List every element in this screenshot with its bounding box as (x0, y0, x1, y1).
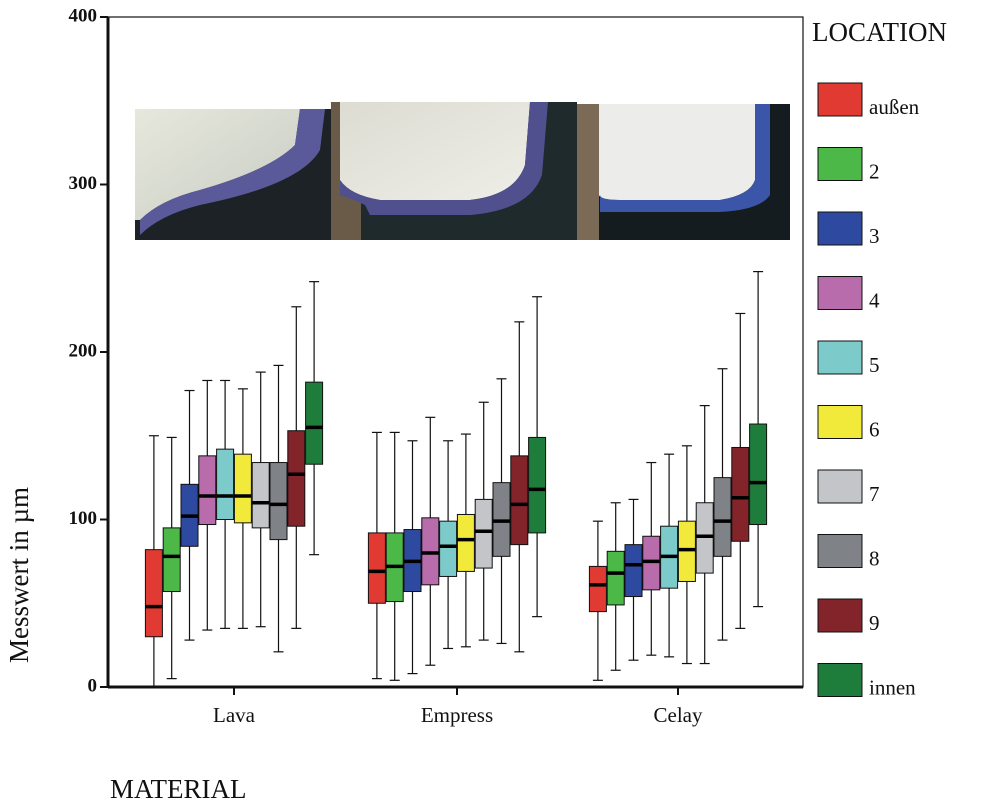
box (305, 381, 324, 465)
box (749, 423, 768, 526)
y-tick-label: 100 (69, 508, 98, 529)
box (528, 436, 547, 534)
box (731, 446, 750, 542)
y-tick-label: 400 (69, 5, 98, 26)
box (367, 532, 386, 604)
x-tick-label: Lava (213, 703, 256, 727)
legend-label: 2 (869, 159, 880, 183)
legend-swatch (817, 469, 863, 504)
legend-label: 3 (869, 224, 880, 248)
legend-swatch (817, 534, 863, 568)
box (456, 513, 475, 572)
box (439, 520, 458, 577)
legend-title: LOCATION (812, 17, 947, 47)
legend-swatch (817, 276, 863, 310)
legend-swatch (817, 663, 863, 697)
box (233, 453, 252, 524)
legend-label: 6 (869, 417, 880, 441)
x-tick-label: Celay (654, 703, 703, 727)
box (251, 462, 270, 529)
legend-label: innen (869, 675, 916, 699)
legend-label: 7 (869, 482, 880, 506)
legend-swatch (817, 405, 863, 439)
legend-label: 8 (869, 546, 880, 570)
legend-label: 5 (869, 353, 880, 377)
box (269, 462, 288, 541)
box (474, 498, 493, 569)
x-tick-label: Empress (421, 703, 493, 727)
box (287, 430, 306, 527)
legend-swatch (817, 340, 863, 375)
box (510, 455, 529, 546)
y-axis-title: Messwert in µm (4, 487, 34, 663)
legend-swatch (817, 598, 863, 633)
legend-swatch (817, 82, 863, 117)
box (713, 477, 732, 557)
x-axis-title: MATERIAL (110, 774, 247, 804)
box (588, 565, 607, 613)
box (216, 448, 235, 520)
legend-label: 9 (869, 611, 880, 635)
box (162, 527, 181, 593)
box (144, 549, 163, 638)
y-tick-label: 0 (88, 675, 98, 696)
photos (135, 102, 790, 240)
y-tick-label: 200 (69, 340, 98, 361)
legend-swatch (817, 211, 863, 246)
box (606, 550, 625, 606)
box (624, 544, 643, 598)
legend-swatch (817, 147, 863, 181)
box (198, 455, 217, 526)
y-tick-label: 300 (69, 173, 98, 194)
legend-label: 4 (869, 288, 880, 312)
legend-label: außen (869, 95, 920, 119)
